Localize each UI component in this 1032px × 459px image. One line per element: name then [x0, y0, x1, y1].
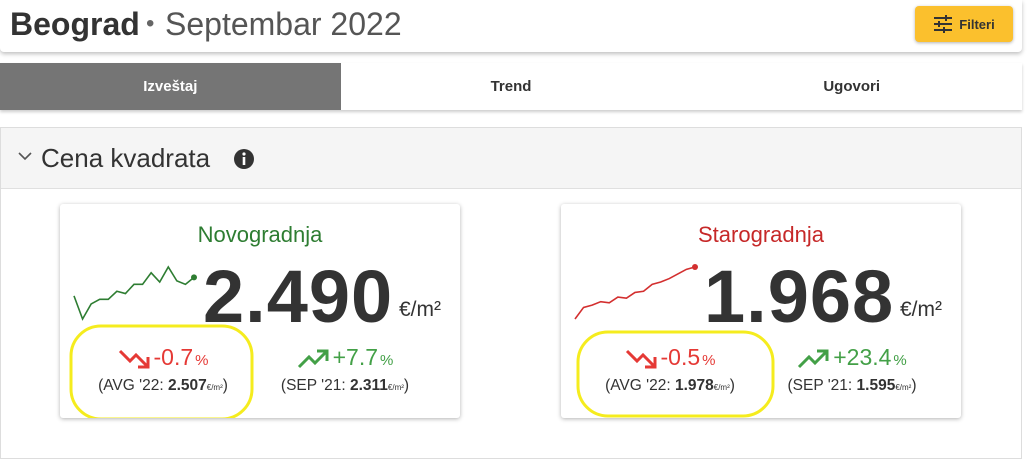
- filter-button[interactable]: Filteri: [915, 6, 1013, 42]
- up-arrow: [297, 349, 329, 368]
- ref-value: 1.978: [674, 377, 714, 394]
- change-value: +7.7: [332, 344, 379, 370]
- up-arrow: [798, 349, 829, 368]
- down-arrow: [118, 349, 149, 368]
- price-card: Starogradnja 1.968 €/m² -0.5% (AVG '22: …: [561, 204, 961, 418]
- sparkline: [574, 264, 698, 320]
- change-unit: %: [195, 351, 209, 369]
- ref-value: 1.595: [856, 377, 896, 394]
- tab-bar: Izveštaj Trend Ugovori: [0, 63, 1022, 110]
- down-arrow: [625, 349, 656, 368]
- ref-close: ): [729, 377, 735, 394]
- filter-label: Filteri: [959, 16, 995, 32]
- highlight: [69, 324, 254, 418]
- ref-unit: €/m²: [713, 383, 730, 392]
- filter-icon: [934, 15, 953, 33]
- section-title: Cena kvadrata: [41, 143, 211, 173]
- price-card: Novogradnja 2.490 €/m² -0.7% (AVG '22: 2…: [60, 204, 460, 418]
- info-icon[interactable]: [233, 148, 255, 170]
- ref-close: ): [911, 377, 917, 394]
- period: Septembar 2022: [165, 6, 402, 42]
- separator: •: [146, 10, 155, 37]
- price: 2.490: [203, 255, 394, 338]
- change: +23.4% (SEP '21: 1.595€/m²): [757, 344, 947, 395]
- sparkline-path: [73, 265, 195, 321]
- ref-label: (AVG '22:: [605, 377, 671, 394]
- section-header[interactable]: Cena kvadrata: [1, 128, 1021, 189]
- ref-value: 2.311: [349, 377, 388, 394]
- ref-value: 2.507: [167, 377, 207, 394]
- ref-unit: €/m²: [895, 383, 912, 392]
- ref-unit: €/m²: [387, 383, 404, 392]
- city: Beograd: [10, 6, 140, 42]
- change: -0.7% (AVG '22: 2.507€/m²): [68, 344, 258, 395]
- ref-close: ): [403, 377, 410, 394]
- tab[interactable]: Izveštaj: [0, 63, 341, 110]
- change-unit: %: [702, 351, 716, 369]
- section-panel: Cena kvadrata: [0, 127, 1022, 459]
- header: Beograd • Septembar 2022 Filteri: [0, 0, 1022, 52]
- change-unit: %: [893, 351, 907, 369]
- sparkline-end: [692, 264, 698, 270]
- ref-label: (AVG '22:: [98, 377, 164, 394]
- change-unit: %: [380, 351, 394, 369]
- sparkline-path: [574, 266, 696, 320]
- price: 1.968: [704, 255, 895, 338]
- tab[interactable]: Trend: [490, 78, 532, 95]
- highlight: [576, 330, 775, 418]
- ref-unit: €/m²: [206, 383, 223, 392]
- change: -0.5% (AVG '22: 1.978€/m²): [575, 344, 765, 395]
- tab[interactable]: Ugovori: [823, 78, 881, 95]
- change-value: -0.7: [153, 344, 194, 370]
- price-unit: €/m²: [399, 298, 441, 321]
- sparkline: [73, 265, 197, 321]
- price-unit: €/m²: [900, 298, 942, 321]
- card-title: Novogradnja: [197, 222, 323, 247]
- sparkline-end: [191, 274, 197, 281]
- ref-label: (SEP '21:: [787, 377, 853, 394]
- ref-label: (SEP '21:: [280, 377, 346, 394]
- change-value: -0.5: [660, 344, 701, 370]
- card-title: Starogradnja: [698, 222, 824, 247]
- chevron: [18, 152, 32, 161]
- ref-close: ): [222, 377, 228, 394]
- change: +7.7% (SEP '21: 2.311€/m²): [250, 344, 440, 395]
- change-value: +23.4: [833, 344, 892, 370]
